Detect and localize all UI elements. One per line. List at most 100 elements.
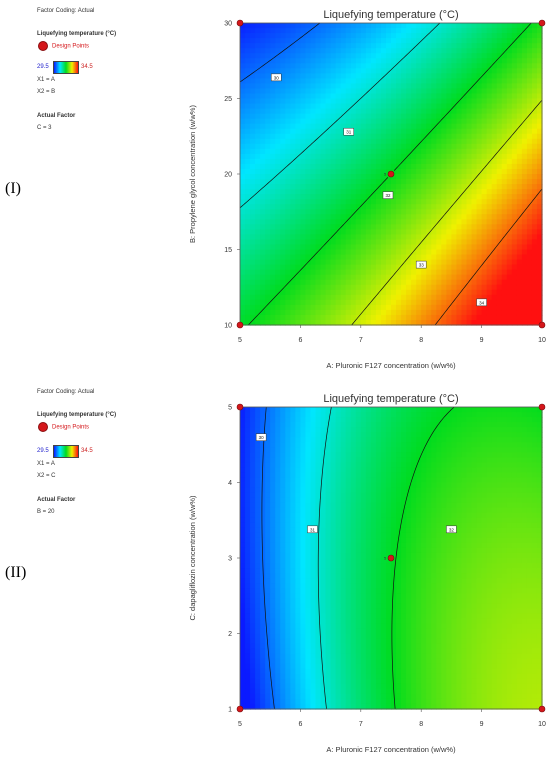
heatmap-cell bbox=[275, 305, 281, 311]
heatmap-cell bbox=[270, 417, 276, 423]
heatmap-cell bbox=[245, 457, 251, 463]
heatmap-cell bbox=[517, 270, 523, 276]
heatmap-cell bbox=[255, 548, 261, 554]
heatmap-cell bbox=[321, 634, 327, 640]
heatmap-cell bbox=[487, 260, 493, 266]
heatmap-cell bbox=[300, 613, 306, 619]
heatmap-cell bbox=[341, 457, 347, 463]
heatmap-cell bbox=[381, 164, 387, 170]
heatmap-cell bbox=[391, 93, 397, 99]
heatmap-cell bbox=[285, 422, 291, 428]
heatmap-cell bbox=[265, 310, 271, 316]
heatmap-cell bbox=[240, 493, 246, 499]
heatmap-cell bbox=[275, 104, 281, 110]
heatmap-cell bbox=[265, 144, 271, 150]
heatmap-cell bbox=[386, 134, 392, 140]
heatmap-cell bbox=[295, 578, 301, 584]
heatmap-cell bbox=[290, 623, 296, 629]
heatmap-cell bbox=[295, 204, 301, 210]
heatmap-cell bbox=[356, 295, 362, 301]
heatmap-cell bbox=[245, 684, 251, 690]
heatmap-cell bbox=[406, 290, 412, 296]
heatmap-cell bbox=[467, 204, 473, 210]
heatmap-cell bbox=[326, 234, 332, 240]
heatmap-cell bbox=[265, 603, 271, 609]
heatmap-cell bbox=[310, 189, 316, 195]
heatmap-cell bbox=[270, 234, 276, 240]
heatmap-cell bbox=[391, 285, 397, 291]
heatmap-cell bbox=[512, 184, 518, 190]
heatmap-cell bbox=[290, 422, 296, 428]
heatmap-cell bbox=[527, 48, 533, 54]
heatmap-cell bbox=[316, 684, 322, 690]
heatmap-cell bbox=[290, 462, 296, 468]
heatmap-cell bbox=[356, 214, 362, 220]
heatmap-cell bbox=[532, 244, 538, 250]
heatmap-cell bbox=[351, 244, 357, 250]
heatmap-cell bbox=[497, 250, 503, 256]
heatmap-cell bbox=[361, 224, 367, 230]
heatmap-cell bbox=[401, 78, 407, 84]
heatmap-cell bbox=[336, 234, 342, 240]
heatmap-cell bbox=[351, 159, 357, 165]
heatmap-cell bbox=[285, 618, 291, 624]
heatmap-cell bbox=[492, 209, 498, 215]
heatmap-cell bbox=[411, 38, 417, 44]
heatmap-cell bbox=[285, 38, 291, 44]
heatmap-cell bbox=[401, 129, 407, 135]
heatmap-cell bbox=[310, 634, 316, 640]
heatmap-cell bbox=[431, 179, 437, 185]
heatmap-cell bbox=[316, 654, 322, 660]
heatmap-cell bbox=[310, 427, 316, 433]
heatmap-cell bbox=[245, 488, 251, 494]
heatmap-cell bbox=[275, 498, 281, 504]
heatmap-cell bbox=[436, 68, 442, 74]
heatmap-cell bbox=[290, 639, 296, 645]
heatmap-cell bbox=[421, 139, 427, 145]
heatmap-cell bbox=[502, 310, 508, 316]
heatmap-cell bbox=[305, 149, 311, 155]
heatmap-cell bbox=[487, 83, 493, 89]
heatmap-cell bbox=[250, 533, 256, 539]
heatmap-cell bbox=[305, 88, 311, 94]
heatmap-cell bbox=[346, 229, 352, 235]
heatmap-cell bbox=[295, 93, 301, 99]
heatmap-cell bbox=[316, 109, 322, 115]
heatmap-cell bbox=[305, 578, 311, 584]
heatmap-cell bbox=[310, 568, 316, 574]
heatmap-cell bbox=[240, 503, 246, 509]
heatmap-cell bbox=[240, 144, 246, 150]
heatmap-cell bbox=[411, 23, 417, 29]
heatmap-cell bbox=[310, 543, 316, 549]
heatmap-cell bbox=[336, 189, 342, 195]
heatmap-cell bbox=[331, 699, 337, 705]
heatmap-cell bbox=[240, 63, 246, 69]
heatmap-cell bbox=[522, 189, 528, 195]
heatmap-cell bbox=[366, 28, 372, 34]
heatmap-cell bbox=[421, 219, 427, 225]
heatmap-cell bbox=[472, 310, 478, 316]
heatmap-cell bbox=[310, 679, 316, 685]
heatmap-cell bbox=[391, 219, 397, 225]
heatmap-cell bbox=[376, 119, 382, 125]
heatmap-cell bbox=[487, 209, 493, 215]
heatmap-cell bbox=[270, 528, 276, 534]
heatmap-cell bbox=[245, 265, 251, 271]
heatmap-cell bbox=[381, 33, 387, 39]
heatmap-cell bbox=[290, 169, 296, 175]
heatmap-cell bbox=[507, 73, 513, 79]
heatmap-cell bbox=[472, 214, 478, 220]
heatmap-cell bbox=[285, 78, 291, 84]
heatmap-cell bbox=[522, 300, 528, 306]
heatmap-cell bbox=[497, 139, 503, 145]
heatmap-cell bbox=[507, 129, 513, 135]
heatmap-cell bbox=[265, 280, 271, 286]
heatmap-cell bbox=[371, 315, 377, 321]
heatmap-cell bbox=[472, 139, 478, 145]
heatmap-cell bbox=[401, 234, 407, 240]
heatmap-cell bbox=[396, 219, 402, 225]
heatmap-cell bbox=[411, 310, 417, 316]
heatmap-cell bbox=[316, 104, 322, 110]
heatmap-cell bbox=[250, 244, 256, 250]
heatmap-cell bbox=[467, 68, 473, 74]
